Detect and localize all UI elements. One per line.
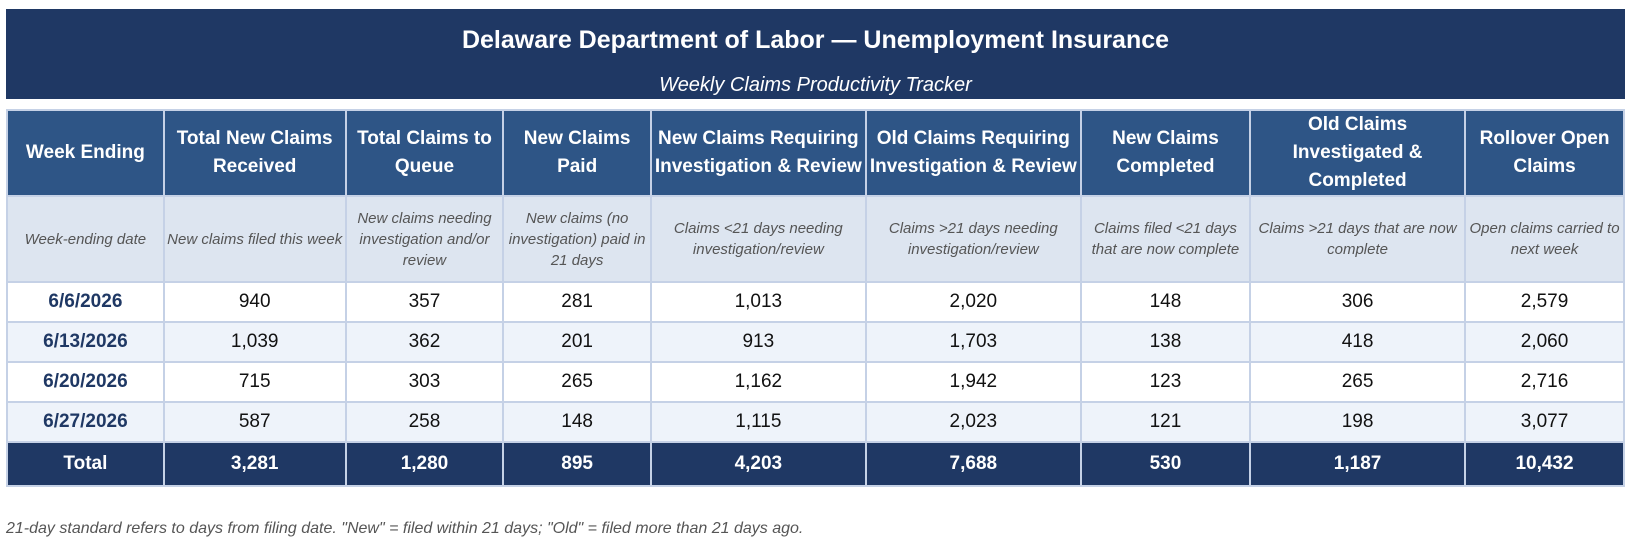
table-cell: 587: [162, 401, 347, 443]
table-cell: 2,060: [1464, 321, 1625, 363]
table-cell: 123: [1079, 361, 1252, 403]
title-banner: Delaware Department of Labor — Unemploym…: [6, 9, 1625, 99]
table-cell: 148: [1079, 281, 1252, 323]
week-ending-cell: 6/20/2026: [6, 361, 165, 403]
total-row: Total 3,281 1,280 895 4,203 7,688 530 1,…: [6, 441, 1625, 487]
table-cell: 1,942: [864, 361, 1082, 403]
table-cell: 357: [344, 281, 505, 323]
total-cell: 895: [502, 441, 652, 487]
table-cell: 362: [344, 321, 505, 363]
table-cell: 265: [502, 361, 652, 403]
column-description: New claims needing investigation and/or …: [344, 195, 505, 283]
table-cell: 148: [502, 401, 652, 443]
table-cell: 2,716: [1464, 361, 1625, 403]
total-cell: 10,432: [1464, 441, 1625, 487]
column-description: Claims <21 days needing investigation/re…: [649, 195, 867, 283]
table-cell: 198: [1249, 401, 1467, 443]
column-header-claims-to-queue: Total Claims to Queue: [344, 109, 505, 197]
table-cell: 201: [502, 321, 652, 363]
table-cell: 121: [1079, 401, 1252, 443]
page-subtitle: Weekly Claims Productivity Tracker: [659, 74, 972, 96]
table-row: 6/13/2026 1,039 362 201 913 1,703 138 41…: [6, 321, 1625, 363]
table-cell: 1,039: [162, 321, 347, 363]
week-ending-cell: 6/13/2026: [6, 321, 165, 363]
total-cell: 1,280: [344, 441, 505, 487]
table-cell: 303: [344, 361, 505, 403]
column-description: Open claims carried to next week: [1464, 195, 1625, 283]
column-header-old-claims-requiring-review: Old Claims Requiring Investigation & Rev…: [864, 109, 1082, 197]
table-cell: 715: [162, 361, 347, 403]
column-description: Claims >21 days that are now complete: [1249, 195, 1467, 283]
column-header-week-ending: Week Ending: [6, 109, 165, 197]
column-description: New claims filed this week: [162, 195, 347, 283]
table-cell: 418: [1249, 321, 1467, 363]
table-cell: 306: [1249, 281, 1467, 323]
column-description: Claims >21 days needing investigation/re…: [864, 195, 1082, 283]
footnote: 21-day standard refers to days from fili…: [6, 520, 804, 537]
total-cell: 1,187: [1249, 441, 1467, 487]
column-description: New claims (no investigation) paid in 21…: [502, 195, 652, 283]
column-header-old-claims-completed: Old Claims Investigated & Completed: [1249, 109, 1467, 197]
table-cell: 265: [1249, 361, 1467, 403]
table-cell: 940: [162, 281, 347, 323]
column-header-new-claims-paid: New Claims Paid: [502, 109, 652, 197]
column-description-row: Week-ending date New claims filed this w…: [6, 195, 1625, 283]
week-ending-cell: 6/27/2026: [6, 401, 165, 443]
column-header-rollover-open-claims: Rollover Open Claims: [1464, 109, 1625, 197]
column-description: Week-ending date: [6, 195, 165, 283]
table-row: 6/6/2026 940 357 281 1,013 2,020 148 306…: [6, 281, 1625, 323]
table-cell: 138: [1079, 321, 1252, 363]
table-row: 6/20/2026 715 303 265 1,162 1,942 123 26…: [6, 361, 1625, 403]
total-cell: 4,203: [649, 441, 867, 487]
total-cell: 530: [1079, 441, 1252, 487]
total-label: Total: [6, 441, 165, 487]
table-cell: 1,162: [649, 361, 867, 403]
week-ending-cell: 6/6/2026: [6, 281, 165, 323]
table-cell: 2,579: [1464, 281, 1625, 323]
table-row: 6/27/2026 587 258 148 1,115 2,023 121 19…: [6, 401, 1625, 443]
table-cell: 1,013: [649, 281, 867, 323]
table-cell: 3,077: [1464, 401, 1625, 443]
total-cell: 7,688: [864, 441, 1082, 487]
table-cell: 258: [344, 401, 505, 443]
column-header-total-new-claims: Total New Claims Received: [162, 109, 347, 197]
table-cell: 1,703: [864, 321, 1082, 363]
claims-table: Week Ending Total New Claims Received To…: [6, 109, 1625, 487]
total-cell: 3,281: [162, 441, 347, 487]
column-header-new-claims-completed: New Claims Completed: [1079, 109, 1252, 197]
page-title: Delaware Department of Labor — Unemploym…: [461, 26, 1170, 54]
column-header-row: Week Ending Total New Claims Received To…: [6, 109, 1625, 197]
table-cell: 913: [649, 321, 867, 363]
table-cell: 1,115: [649, 401, 867, 443]
table-cell: 281: [502, 281, 652, 323]
table-cell: 2,020: [864, 281, 1082, 323]
table-cell: 2,023: [864, 401, 1082, 443]
column-header-new-claims-requiring-review: New Claims Requiring Investigation & Rev…: [649, 109, 867, 197]
column-description: Claims filed <21 days that are now compl…: [1079, 195, 1252, 283]
